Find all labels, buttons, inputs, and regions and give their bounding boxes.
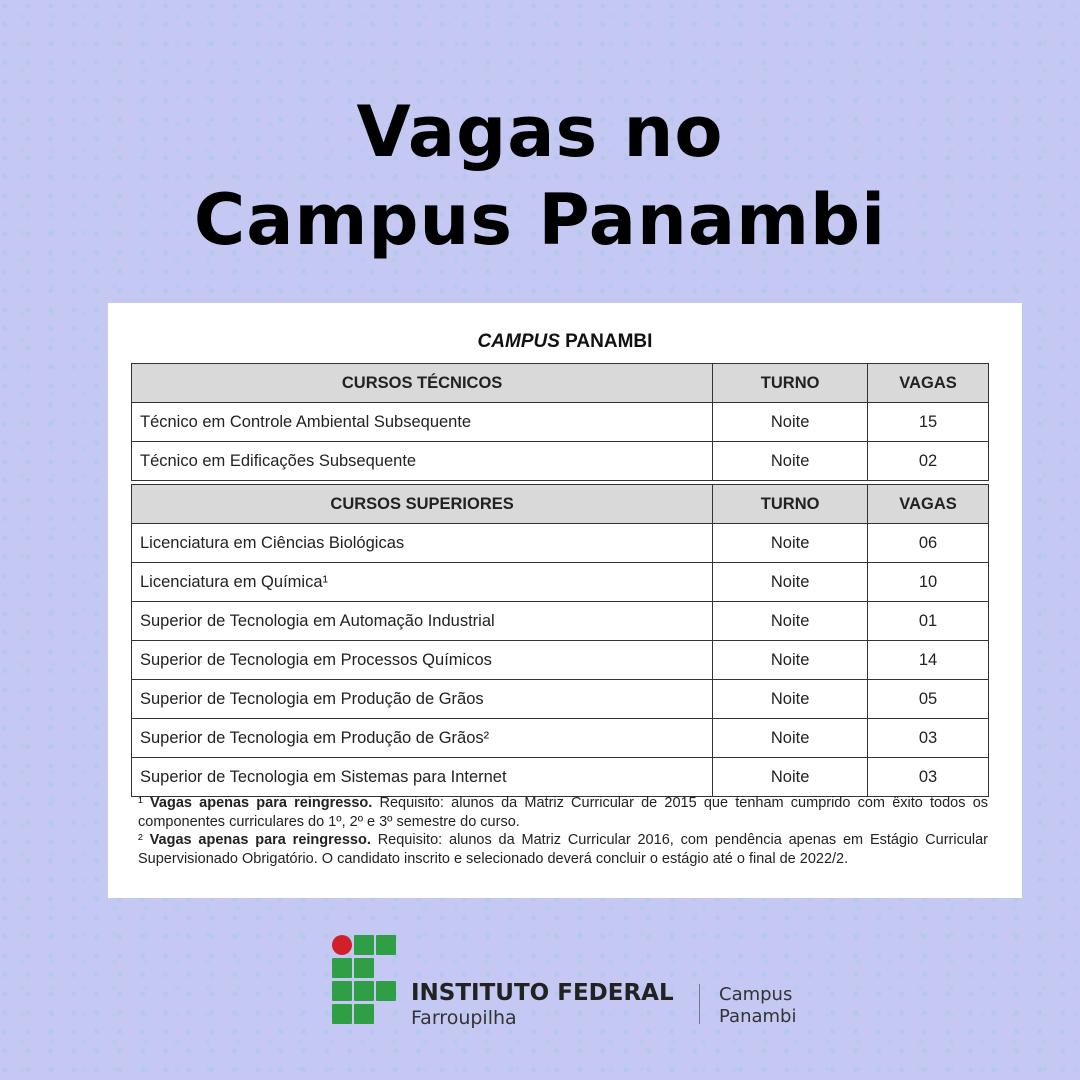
course-cell: Superior de Tecnologia em Processos Quím… bbox=[130, 640, 714, 680]
table-row: Superior de Tecnologia em Produção de Gr… bbox=[130, 718, 989, 758]
vacancies-cell: 03 bbox=[867, 718, 989, 758]
title-rest: PANAMBI bbox=[559, 331, 653, 352]
vacancies-cell: 06 bbox=[867, 523, 989, 563]
shift-cell: Noite bbox=[712, 523, 869, 563]
if-logo-icon bbox=[332, 935, 402, 1027]
course-cell: Licenciatura em Ciências Biológicas bbox=[130, 523, 714, 563]
course-cell: Técnico em Controle Ambiental Subsequent… bbox=[130, 402, 714, 442]
column-header: VAGAS bbox=[867, 484, 989, 524]
course-cell: Superior de Tecnologia em Produção de Gr… bbox=[130, 679, 714, 719]
note-bold: Vagas apenas para reingresso. bbox=[150, 795, 373, 811]
table-row: Superior de Tecnologia em Automação Indu… bbox=[130, 601, 989, 641]
course-cell: Superior de Tecnologia em Sistemas para … bbox=[130, 757, 714, 797]
note-text: Requisito: alunos da Matriz Curricular 2… bbox=[138, 832, 989, 867]
column-header: TURNO bbox=[712, 484, 869, 524]
shift-cell: Noite bbox=[712, 562, 869, 602]
campus-line-2: Panambi bbox=[719, 1006, 797, 1027]
header-row: CURSOS TÉCNICOS TURNO VAGAS bbox=[130, 363, 989, 403]
table-row: Superior de Tecnologia em Sistemas para … bbox=[130, 757, 989, 797]
table-row: Superior de Tecnologia em Processos Quím… bbox=[130, 640, 989, 680]
course-cell: Licenciatura em Química¹ bbox=[130, 562, 714, 602]
vacancies-cell: 14 bbox=[867, 640, 989, 680]
brand-name: INSTITUTO FEDERAL Farroupilha bbox=[411, 980, 674, 1030]
course-cell: Superior de Tecnologia em Automação Indu… bbox=[130, 601, 714, 641]
shift-cell: Noite bbox=[712, 718, 869, 758]
institute-name: INSTITUTO FEDERAL bbox=[411, 980, 674, 1006]
shift-cell: Noite bbox=[712, 679, 869, 719]
column-header: CURSOS TÉCNICOS bbox=[130, 363, 714, 403]
header-row: CURSOS SUPERIORES TURNO VAGAS bbox=[130, 484, 989, 524]
vacancy-table: CURSOS TÉCNICOS TURNO VAGAS Técnico em Cont… bbox=[130, 363, 989, 797]
title-line-1: Vagas no bbox=[356, 91, 724, 173]
table-row: Superior de Tecnologia em Produção de Gr… bbox=[130, 679, 989, 719]
campus-line-1: Campus bbox=[719, 984, 793, 1005]
table-row: Licenciatura em Ciências Biológicas Noite… bbox=[130, 523, 989, 563]
shift-cell: Noite bbox=[712, 757, 869, 797]
course-cell: Técnico em Edificações Subsequente bbox=[130, 441, 714, 481]
column-header: CURSOS SUPERIORES bbox=[130, 484, 714, 524]
table-row: Técnico em Edificações Subsequente Noite 0… bbox=[130, 441, 989, 481]
title-line-2: Campus Panambi bbox=[193, 179, 887, 261]
footnote-1: ¹ Vagas apenas para reingresso. Requisit… bbox=[138, 794, 988, 831]
course-cell: Superior de Tecnologia em Produção de Gr… bbox=[130, 718, 714, 758]
title-italic: CAMPUS bbox=[477, 331, 560, 352]
vacancies-cell: 05 bbox=[867, 679, 989, 719]
divider bbox=[699, 984, 700, 1024]
column-header: VAGAS bbox=[867, 363, 989, 403]
shift-cell: Noite bbox=[712, 402, 869, 442]
vacancies-cell: 15 bbox=[867, 402, 989, 442]
vacancies-cell: 10 bbox=[867, 562, 989, 602]
footnotes: ¹ Vagas apenas para reingresso. Requisit… bbox=[138, 794, 988, 868]
note-mark: ² bbox=[138, 832, 150, 848]
column-header: TURNO bbox=[712, 363, 869, 403]
table-row: Licenciatura em Química¹ Noite 10 bbox=[130, 562, 989, 602]
table-title: CAMPUS PANAMBI bbox=[108, 331, 1022, 353]
shift-cell: Noite bbox=[712, 640, 869, 680]
campus-label: Campus Panambi bbox=[719, 984, 796, 1028]
footnote-2: ² Vagas apenas para reingresso. Requisit… bbox=[138, 831, 988, 868]
vacancies-cell: 01 bbox=[867, 601, 989, 641]
note-mark: ¹ bbox=[138, 795, 151, 811]
page-title: Vagas no Campus Panambi bbox=[0, 88, 1080, 264]
vacancy-table-card: CAMPUS PANAMBI CURSOS TÉCNICOS TURNO VAGAS… bbox=[108, 303, 1022, 898]
vacancies-cell: 03 bbox=[867, 757, 989, 797]
institute-sub: Farroupilha bbox=[411, 1007, 517, 1029]
shift-cell: Noite bbox=[712, 441, 869, 481]
table-row: Técnico em Controle Ambiental Subsequent… bbox=[130, 402, 989, 442]
shift-cell: Noite bbox=[712, 601, 869, 641]
vacancies-cell: 02 bbox=[867, 441, 989, 481]
note-text: Requisito: alunos da Matriz Curricular d… bbox=[138, 795, 989, 830]
note-bold: Vagas apenas para reingresso. bbox=[149, 832, 371, 848]
